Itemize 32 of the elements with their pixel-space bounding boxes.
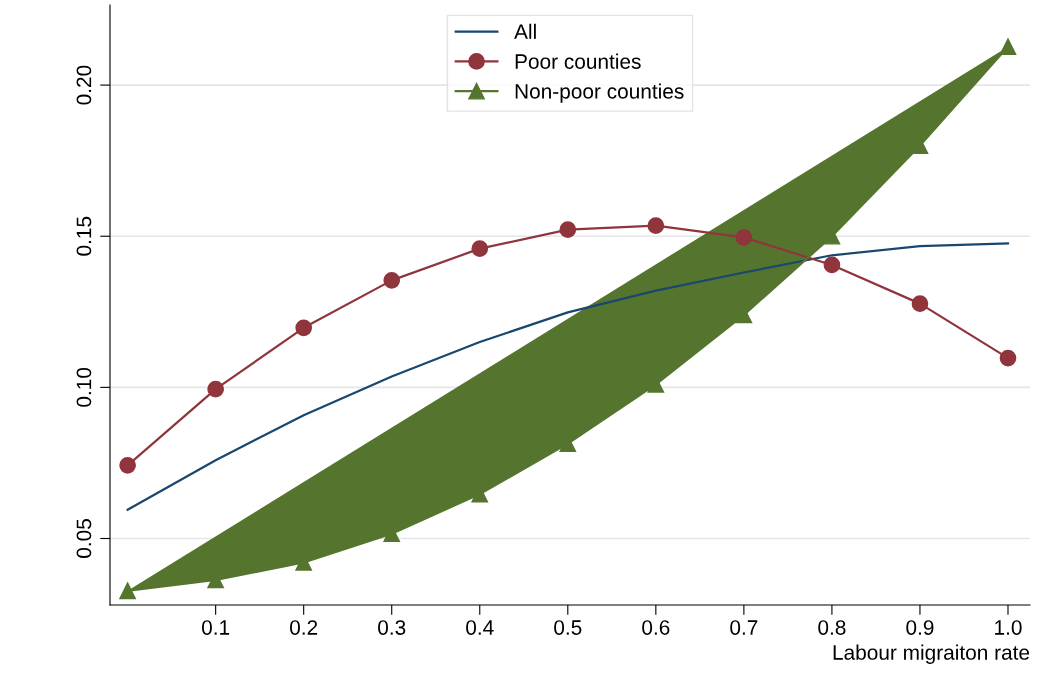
x-tick-label: 0.7 bbox=[730, 620, 758, 635]
x-tick-label: 0.1 bbox=[201, 620, 230, 635]
line-series bbox=[126, 242, 1010, 511]
x-tick-label: 0.9 bbox=[906, 620, 934, 635]
point bbox=[999, 38, 1017, 56]
x-tick-label: 0.4 bbox=[466, 620, 494, 635]
x-axis-title: Labour migraiton rate bbox=[833, 644, 1030, 664]
x-tick-label: 1.0 bbox=[995, 620, 1022, 635]
point bbox=[735, 229, 753, 246]
point bbox=[119, 457, 136, 474]
legend-label: All bbox=[514, 23, 536, 39]
x-tick-label: 0.8 bbox=[818, 620, 846, 635]
point bbox=[647, 217, 665, 234]
y-tick-label: 0.05 bbox=[76, 519, 92, 558]
y-tick-label: 0.10 bbox=[76, 367, 92, 407]
x-tick-label: 0.6 bbox=[642, 620, 670, 635]
legend-label: Poor counties bbox=[515, 53, 641, 69]
point bbox=[823, 256, 841, 274]
point bbox=[295, 319, 313, 337]
point bbox=[471, 240, 489, 257]
x-tick-label: 0.5 bbox=[554, 620, 582, 635]
point bbox=[207, 380, 224, 398]
point bbox=[559, 221, 577, 238]
legend-label: Non-poor counties bbox=[515, 83, 684, 103]
x-tick-label: 0.2 bbox=[290, 620, 318, 635]
x-tick-label: 0.3 bbox=[378, 620, 406, 635]
y-tick-label: 0.15 bbox=[76, 216, 92, 256]
point bbox=[911, 295, 929, 312]
point bbox=[119, 582, 136, 600]
y-tick-label: 0.20 bbox=[76, 65, 92, 105]
point bbox=[999, 349, 1017, 367]
point bbox=[383, 272, 401, 289]
